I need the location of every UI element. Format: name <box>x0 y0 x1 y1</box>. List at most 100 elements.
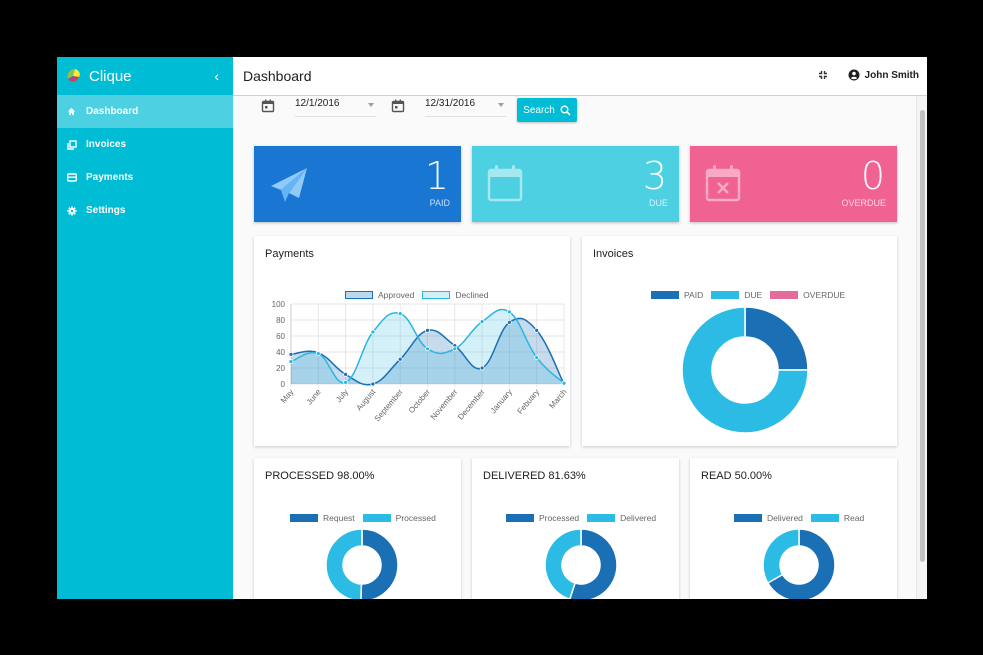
legend-item-read[interactable]: Read <box>810 513 865 523</box>
start-date-calendar-icon[interactable] <box>261 99 275 113</box>
legend-swatch <box>770 291 799 299</box>
stat-label: DUE <box>648 198 668 208</box>
paper-plane-icon <box>271 168 307 202</box>
fullscreen-exit-icon[interactable] <box>817 69 829 81</box>
search-button-label: Search <box>523 104 555 116</box>
svg-text:80: 80 <box>276 316 285 325</box>
stat-label: PAID <box>429 198 450 208</box>
legend-item-approved[interactable]: Approved <box>345 290 414 300</box>
legend-swatch <box>506 514 534 522</box>
legend-label: Delivered <box>767 513 803 523</box>
legend-swatch <box>290 514 318 522</box>
svg-text:January: January <box>489 388 514 416</box>
legend-item-processed[interactable]: Processed <box>362 513 436 523</box>
search-icon <box>560 105 571 116</box>
svg-text:July: July <box>334 388 350 405</box>
sidebar-item-label: Payments <box>86 172 134 183</box>
legend-label: Approved <box>378 290 415 300</box>
stat-label: OVERDUE <box>841 198 886 208</box>
svg-text:100: 100 <box>272 300 286 309</box>
chart-legend: PAID DUE OVERDUE <box>651 290 853 300</box>
sidebar-item-label: Settings <box>86 205 126 216</box>
start-date-input[interactable]: 12/1/2016 <box>295 98 376 117</box>
legend-item-delivered[interactable]: Delivered <box>587 513 656 523</box>
user-name: John Smith <box>864 69 919 81</box>
app-window: Clique ‹ Dashboard Invoices Payments <box>57 57 927 599</box>
account-circle-icon <box>848 69 860 81</box>
payments-card: Payments Approved Declined 0 20 40 60 80 100 M… <box>254 236 570 446</box>
end-date-calendar-icon[interactable] <box>391 99 405 113</box>
chart-legend: Delivered Read <box>734 513 872 523</box>
legend-swatch <box>422 291 451 299</box>
credit-card-icon <box>66 172 77 183</box>
main-content: 12/1/2016 12/31/2016 Search <box>233 96 917 599</box>
date-filter-bar: 12/1/2016 12/31/2016 Search <box>233 96 917 124</box>
user-menu[interactable]: John Smith <box>848 69 919 81</box>
sidebar-item-label: Invoices <box>86 139 127 150</box>
legend-item-processed[interactable]: Processed <box>506 513 579 523</box>
svg-text:June: June <box>305 387 323 406</box>
legend-swatch <box>711 291 740 299</box>
legend-swatch <box>362 514 391 522</box>
scrollbar-thumb[interactable] <box>920 110 925 562</box>
legend-label: DUE <box>744 290 763 300</box>
stat-card-paid: 1 PAID <box>254 146 461 222</box>
clique-logo-icon <box>67 69 80 82</box>
legend-item-due[interactable]: DUE <box>711 290 762 300</box>
legend-item-paid[interactable]: PAID <box>651 290 703 300</box>
legend-label: Declined <box>455 290 489 300</box>
sidebar-item-payments[interactable]: Payments <box>57 161 233 194</box>
card-title: Payments <box>265 248 314 260</box>
home-icon <box>66 106 77 117</box>
card-title: DELIVERED 81.63% <box>483 470 586 482</box>
svg-text:60: 60 <box>276 332 285 341</box>
legend-swatch <box>651 291 679 299</box>
invoices-card: Invoices PAID DUE OVERDUE <box>582 236 897 446</box>
svg-text:September: September <box>373 387 405 423</box>
legend-label: Delivered <box>620 513 657 523</box>
stat-card-overdue: 0 OVERDUE <box>690 146 897 222</box>
legend-swatch <box>734 514 762 522</box>
sidebar: Clique ‹ Dashboard Invoices Payments <box>57 57 233 599</box>
stat-card-due: 3 DUE <box>472 146 679 222</box>
chevron-left-icon[interactable]: ‹ <box>214 68 219 84</box>
brand: Clique ‹ <box>57 57 233 95</box>
search-button[interactable]: Search <box>517 98 577 122</box>
chart-legend: Approved Declined <box>345 290 496 300</box>
stat-value: 3 <box>642 154 667 198</box>
svg-text:December: December <box>456 387 487 421</box>
legend-item-delivered[interactable]: Delivered <box>734 513 803 523</box>
legend-item-declined[interactable]: Declined <box>422 290 488 300</box>
svg-text:August: August <box>355 387 378 412</box>
legend-label: PAID <box>684 290 704 300</box>
sidebar-item-settings[interactable]: Settings <box>57 194 233 227</box>
chevron-down-icon <box>498 103 504 107</box>
chart-legend: Processed Delivered <box>506 513 664 523</box>
delivered-donut-chart <box>544 528 618 599</box>
svg-text:40: 40 <box>276 348 285 357</box>
page-title: Dashboard <box>243 68 312 84</box>
sidebar-item-invoices[interactable]: Invoices <box>57 128 233 161</box>
top-app-bar: Dashboard John Smith <box>233 57 927 96</box>
legend-label: Read <box>843 513 865 523</box>
read-card: READ 50.00% Delivered Read <box>690 458 897 599</box>
stat-value: 0 <box>860 154 885 198</box>
svg-text:November: November <box>429 387 460 421</box>
sidebar-item-label: Dashboard <box>86 106 139 117</box>
legend-label: Request <box>323 513 355 523</box>
chart-legend: Request Processed <box>290 513 444 523</box>
card-title: PROCESSED 98.00% <box>265 470 375 482</box>
sidebar-item-dashboard[interactable]: Dashboard <box>57 95 233 128</box>
gear-icon <box>66 205 77 216</box>
legend-item-request[interactable]: Request <box>290 513 355 523</box>
card-title: READ 50.00% <box>701 470 772 482</box>
stat-value: 1 <box>424 154 449 198</box>
brand-name: Clique <box>89 67 132 85</box>
card-title: Invoices <box>593 248 634 260</box>
svg-text:October: October <box>407 387 432 415</box>
legend-label: Processed <box>539 513 580 523</box>
legend-label: OVERDUE <box>803 290 846 300</box>
legend-item-overdue[interactable]: OVERDUE <box>770 290 845 300</box>
end-date-input[interactable]: 12/31/2016 <box>425 98 506 117</box>
vertical-scrollbar[interactable] <box>916 96 927 599</box>
